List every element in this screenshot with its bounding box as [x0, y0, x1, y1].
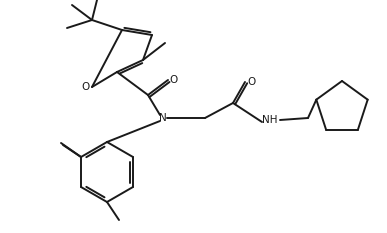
Text: O: O [170, 75, 178, 85]
Text: NH: NH [262, 115, 278, 125]
Text: O: O [81, 82, 89, 92]
Text: O: O [247, 77, 255, 87]
Text: N: N [159, 113, 167, 123]
